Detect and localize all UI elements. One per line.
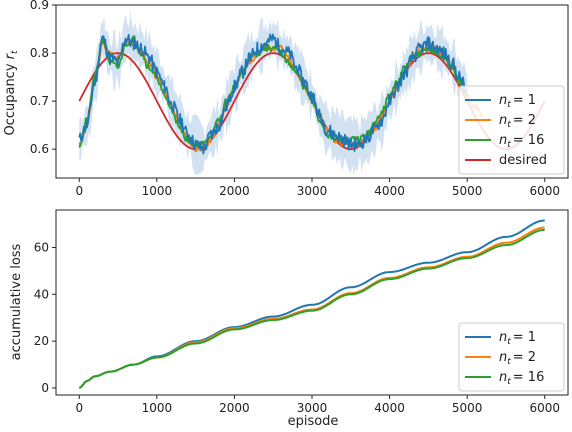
legend-label: nt = 2	[499, 113, 536, 130]
y-tick-label: 60	[34, 240, 49, 254]
legend-label: nt = 1	[499, 93, 536, 110]
legend-label: nt = 16	[499, 133, 544, 150]
series-line-2	[78, 228, 545, 389]
y-tick-label: 0.6	[30, 142, 49, 156]
x-tick-label: 2000	[219, 401, 250, 415]
x-tick-label: 3000	[297, 184, 328, 198]
y-tick-label: 20	[34, 334, 49, 348]
y-tick-label: 40	[34, 287, 49, 301]
legend-label: nt = 16	[499, 370, 544, 387]
x-tick-label: 2000	[219, 184, 250, 198]
x-tick-label: 0	[75, 184, 83, 198]
series-line-0	[78, 219, 545, 389]
x-tick-label: 6000	[529, 184, 560, 198]
occupancy-y-ticks: 0.6 0.7 0.8 0.9	[30, 0, 56, 156]
occupancy-x-ticks: 0 1000 2000 3000 4000 5000 6000	[75, 178, 560, 198]
x-tick-label: 4000	[374, 401, 405, 415]
loss-x-axis-label: episode	[288, 414, 339, 429]
x-tick-label: 1000	[142, 401, 173, 415]
loss-x-ticks: 0 1000 2000 3000 4000 5000 6000	[75, 395, 560, 415]
series-line-0	[78, 33, 469, 155]
x-tick-label: 1000	[142, 184, 173, 198]
loss-y-axis-label: accumulative loss	[9, 243, 24, 360]
y-tick-label: 0	[41, 381, 49, 395]
x-tick-label: 6000	[529, 401, 560, 415]
legend-box	[458, 322, 565, 392]
y-tick-label: 0.9	[30, 0, 49, 12]
y-tick-label: 0.7	[30, 94, 49, 108]
x-tick-label: 0	[75, 401, 83, 415]
legend-box	[458, 85, 565, 175]
occupancy-y-axis-label: Occupancy rt	[3, 50, 20, 136]
x-tick-label: 3000	[297, 401, 328, 415]
x-tick-label: 5000	[452, 401, 483, 415]
occupancy-legend: nt = 1 nt = 2 nt = 16 desired	[458, 85, 565, 175]
legend-label: nt = 1	[499, 330, 536, 347]
occupancy-chart-panel: 0 1000 2000 3000 4000 5000 6000 0.6 0.7 0.8 0.9 O…	[3, 0, 569, 198]
legend-label: desired	[499, 153, 547, 168]
loss-y-ticks: 0 20 40 60	[34, 240, 56, 395]
y-tick-label: 0.8	[30, 46, 49, 60]
series-line-2	[78, 35, 469, 149]
x-tick-label: 4000	[374, 184, 405, 198]
loss-series-lines	[78, 219, 545, 389]
x-tick-label: 5000	[452, 184, 483, 198]
loss-legend: nt = 1 nt = 2 nt = 16	[458, 322, 565, 392]
loss-chart-panel: 0 1000 2000 3000 4000 5000 6000 0 20 40 60 accumu…	[9, 209, 569, 429]
legend-label: nt = 2	[499, 350, 536, 367]
